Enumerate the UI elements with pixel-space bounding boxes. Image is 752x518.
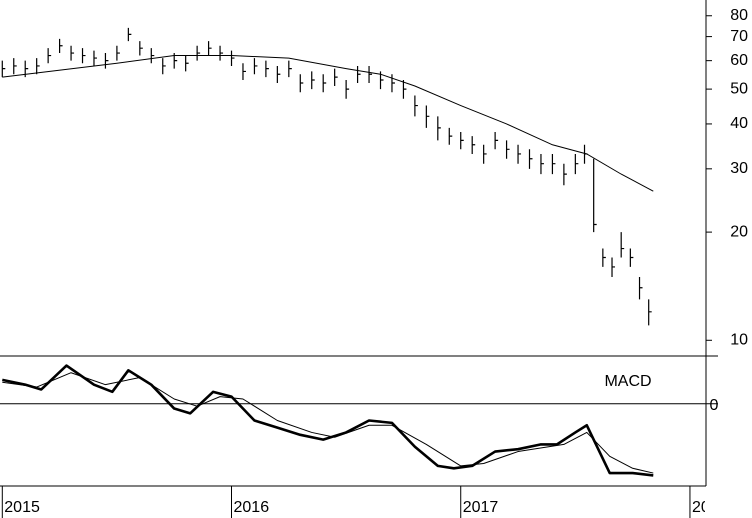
- y-tick-label: 80: [730, 7, 748, 24]
- price-bar: [219, 45, 224, 61]
- price-bar: [230, 50, 235, 66]
- price-bar: [611, 257, 616, 278]
- y-tick-label: 30: [730, 160, 748, 177]
- macd-line: [2, 372, 654, 474]
- price-bar: [47, 48, 52, 64]
- price-bar: [356, 65, 361, 83]
- y-tick-label: 60: [730, 52, 748, 69]
- price-bar: [265, 60, 269, 78]
- y-tick-label: 20: [730, 223, 748, 240]
- price-bar: [116, 45, 120, 61]
- price-bar: [70, 45, 75, 61]
- plot-area: 2015 2016 2017 2018: [1, 486, 728, 518]
- price-bar: [196, 45, 201, 61]
- price-bar: [127, 27, 132, 42]
- price-bar: [58, 38, 63, 54]
- price-bar: [253, 58, 258, 75]
- price-bar: [574, 153, 579, 175]
- price-bar: [345, 80, 350, 99]
- price-bar: [437, 116, 441, 141]
- price-bar: [334, 68, 338, 87]
- price-bar: [528, 149, 533, 169]
- price-bar: [593, 158, 597, 233]
- price-bar: [104, 53, 109, 69]
- price-bar: [448, 127, 453, 145]
- x-tick-label: 2017: [463, 499, 499, 516]
- y-tick-label: 50: [730, 80, 748, 97]
- price-bar: [288, 60, 292, 78]
- price-bar: [460, 131, 464, 150]
- price-bar: [93, 50, 97, 66]
- price-bar: [36, 58, 40, 75]
- price-bar: [1, 60, 6, 78]
- y-tick-label: 40: [730, 115, 748, 132]
- macd-label: MACD: [604, 373, 651, 390]
- y-tick-label: 10: [730, 332, 748, 349]
- y-tick-label: 70: [730, 28, 748, 45]
- price-bar: [648, 299, 652, 326]
- price-bar: [242, 63, 246, 81]
- price-bar: [494, 131, 499, 150]
- moving-average: [2, 55, 654, 192]
- price-bar: [517, 144, 522, 164]
- price-bar: [402, 80, 407, 99]
- price-bar: [276, 65, 281, 83]
- price-bar: [322, 74, 327, 93]
- price-bar: [81, 48, 86, 64]
- price-bar: [471, 136, 476, 154]
- price-bar: [368, 65, 373, 83]
- price-bar: [414, 95, 418, 117]
- price-bar: [185, 55, 189, 72]
- price-bar: [13, 58, 17, 75]
- x-tick-label: 2015: [4, 499, 40, 516]
- price-bar: [629, 248, 634, 267]
- price-bar: [425, 105, 430, 128]
- y-tick-label: 0: [710, 397, 719, 414]
- price-bar: [299, 74, 304, 93]
- price-bar: [207, 41, 212, 56]
- price-bar: [139, 41, 143, 56]
- price-bar: [540, 153, 544, 175]
- price-bar: [391, 74, 395, 93]
- price-bar: [602, 248, 606, 267]
- price-bar: [551, 153, 556, 175]
- price-bar: [150, 48, 155, 64]
- price-bar: [638, 277, 643, 300]
- macd-line: [2, 364, 654, 477]
- price-bar: [505, 140, 510, 159]
- price-bar: [620, 232, 625, 258]
- price-bar: [483, 144, 487, 164]
- x-tick-label: 2018: [692, 499, 728, 516]
- x-tick-label: 2016: [234, 499, 270, 516]
- price-bar: [162, 58, 166, 75]
- price-bar: [311, 71, 315, 90]
- price-bar: [563, 163, 567, 186]
